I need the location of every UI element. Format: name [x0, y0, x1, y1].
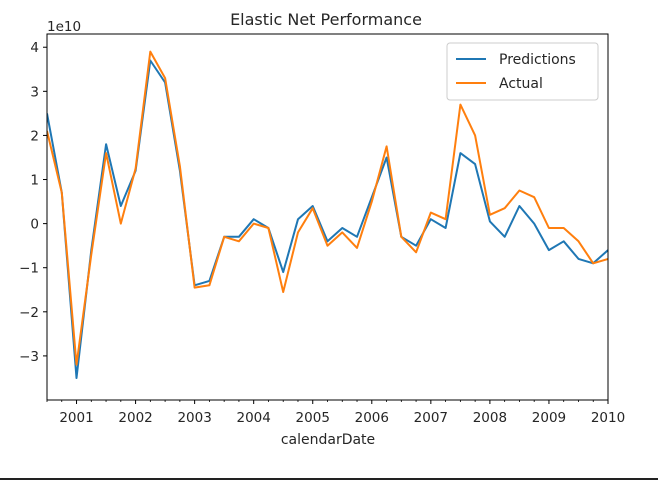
x-tick-label: 2006	[355, 410, 389, 426]
bottom-rule	[0, 478, 658, 480]
y-tick-label: 0	[30, 217, 39, 233]
chart-title: Elastic Net Performance	[230, 10, 422, 29]
legend-label: Predictions	[499, 52, 576, 68]
x-tick-label: 2007	[414, 410, 448, 426]
x-tick-label: 2003	[177, 410, 211, 426]
y-tick-label: −2	[19, 305, 39, 321]
y-tick-label: −1	[19, 261, 39, 277]
series-layer	[47, 50, 608, 379]
x-axis-label: calendarDate	[281, 432, 375, 448]
y-tick-label: 1	[30, 173, 39, 189]
y-tick-label: −3	[19, 349, 39, 365]
legend-label: Actual	[499, 76, 543, 92]
x-tick-label: 2002	[118, 410, 152, 426]
x-tick-label: 2004	[237, 410, 271, 426]
x-tick-label: 2001	[59, 410, 93, 426]
x-tick-label: 2008	[473, 410, 507, 426]
legend-box	[446, 42, 599, 101]
x-tick-label: 2010	[591, 410, 625, 426]
offset-text: 1e10	[47, 19, 81, 35]
y-axis: −3 −2 −1 0 1 2 3 4	[19, 40, 47, 365]
y-tick-label: 3	[30, 84, 39, 100]
series-line-actual	[47, 50, 608, 366]
x-axis: 2001 2002 2003 2004 2005 2006 2007 2008 2009 2010	[46, 400, 625, 426]
y-tick-label: 2	[30, 128, 39, 144]
legend: Predictions Actual	[446, 42, 599, 101]
series-line-predictions	[47, 59, 608, 379]
x-tick-label: 2005	[296, 410, 330, 426]
x-tick-label: 2009	[532, 410, 566, 426]
y-tick-label: 4	[30, 40, 39, 56]
